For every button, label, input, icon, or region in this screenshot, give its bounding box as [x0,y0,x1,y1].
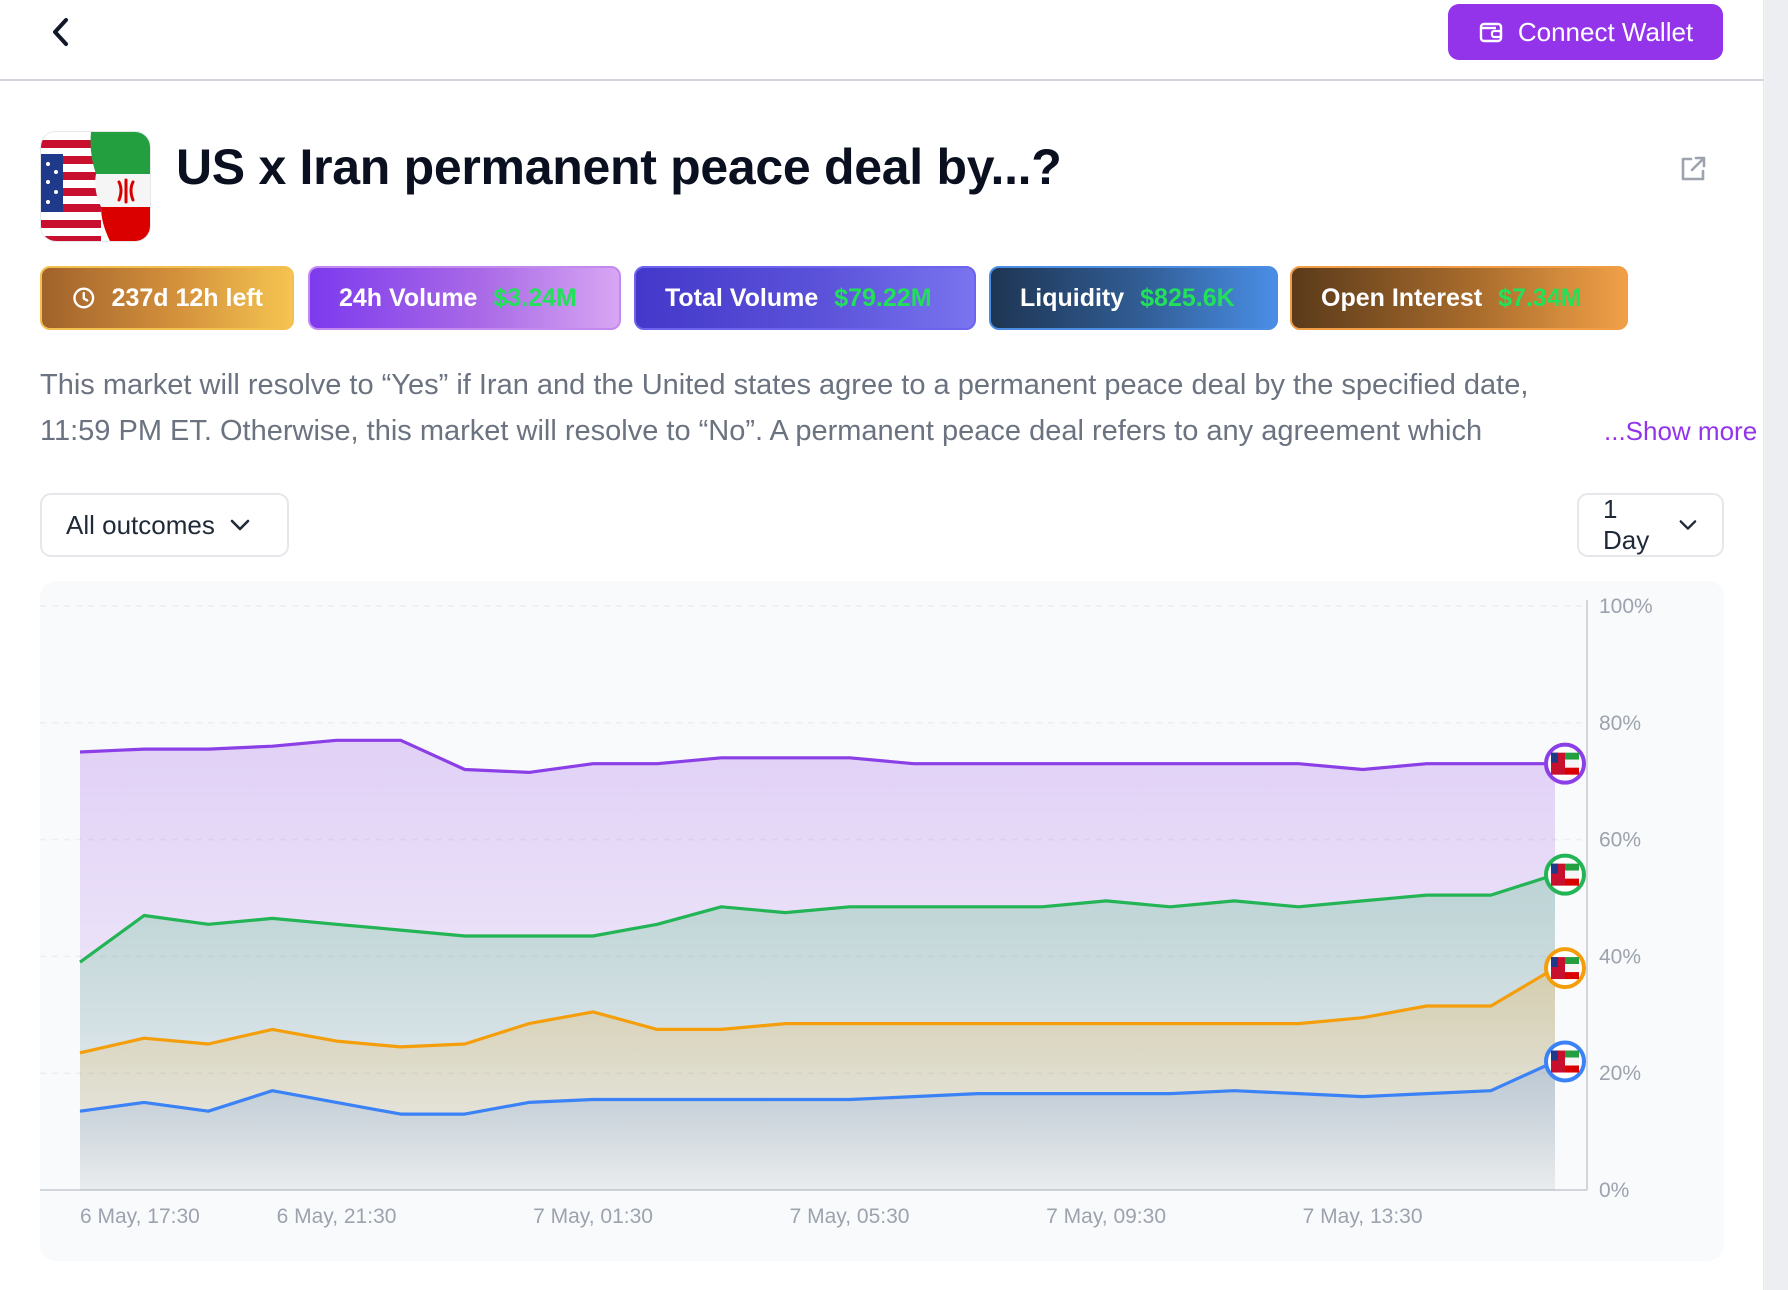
total-volume-value: $79.22M [834,283,932,312]
volume-24h-label: 24h Volume [339,283,478,312]
us-flag-canton-icon [1551,863,1558,874]
iran-flag-white-icon [1565,964,1579,973]
x-tick-label: 7 May, 09:30 [1046,1205,1166,1228]
connect-wallet-label: Connect Wallet [1517,16,1694,47]
iran-flag-icon [1565,1050,1579,1058]
volume-24h-value: $3.24M [493,283,577,312]
total-volume-badge: Total Volume $79.22M [634,266,976,330]
y-tick-label: 100% [1599,595,1653,618]
clock-icon [73,287,95,309]
series-line [79,966,1556,1055]
series-line [79,873,1556,964]
us-flag-canton-icon [1551,752,1558,763]
chevron-down-icon [1679,520,1697,530]
x-tick-label: 7 May, 05:30 [790,1205,910,1228]
time-range-label: 1 Day [1603,494,1650,555]
y-tick-label: 20% [1599,1062,1641,1085]
scrollbar-track[interactable] [1765,0,1788,1290]
total-volume-label: Total Volume [665,283,819,312]
us-flag-canton-icon [1551,957,1558,968]
market-description: This market will resolve to “Yes” if Ira… [40,362,1757,454]
open-interest-label: Open Interest [1321,283,1483,312]
volume-24h-badge: 24h Volume $3.24M [308,266,621,330]
series-line [79,1060,1556,1116]
iran-flag-icon [1565,863,1579,871]
x-tick-label: 7 May, 01:30 [533,1205,653,1228]
chevron-left-icon [53,18,68,46]
x-tick-label: 6 May, 21:30 [277,1205,397,1228]
y-tick-label: 80% [1599,712,1641,735]
us-iran-flags-image [41,132,150,241]
time-left-text: 237d 12h left [111,283,263,312]
outcomes-dropdown-label: All outcomes [66,509,215,540]
x-tick-label: 6 May, 17:30 [80,1205,200,1228]
iran-flag-white-icon [1565,759,1579,768]
chevron-down-icon [230,519,250,531]
iran-flag-red-icon [1565,1065,1579,1073]
iran-flag-red-icon [1565,878,1579,886]
iran-flag-icon [1565,957,1579,965]
external-link-icon [1681,156,1706,181]
x-tick-label: 7 May, 13:30 [1303,1205,1423,1228]
series-line [79,738,1555,774]
y-tick-label: 40% [1599,945,1641,968]
liquidity-value: $825.6K [1140,283,1235,312]
description-fade [1476,408,1566,454]
us-flag-canton-icon [1551,1050,1558,1061]
y-tick-label: 60% [1599,829,1641,852]
iran-flag-red-icon [1565,972,1579,980]
price-chart-svg: 100% 80% 60% 40% 20% 0% 6 May, 17:30 6 May, 21:… [40,595,1653,1228]
top-bar: Connect Wallet [0,0,1764,81]
description-line-1: This market will resolve to “Yes” if Ira… [40,369,1529,401]
liquidity-badge: Liquidity $825.6K [989,266,1278,330]
liquidity-label: Liquidity [1020,283,1125,312]
description-line-2-wrap: 11:59 PM ET. Otherwise, this market will… [40,408,1566,454]
iran-flag-white-icon [1565,870,1579,879]
description-line-2: 11:59 PM ET. Otherwise, this market will… [40,415,1483,447]
share-button[interactable] [1677,153,1709,185]
wallet-icon [1479,22,1503,43]
iran-flag-red-icon [1565,767,1579,775]
market-image [40,131,151,242]
market-title: US x Iran permanent peace deal by...? [176,139,1062,195]
show-more-link[interactable]: ...Show more [1604,416,1758,446]
back-button[interactable] [38,12,84,52]
iran-flag-white-icon [1565,1057,1579,1066]
y-tick-label: 0% [1599,1179,1629,1202]
open-interest-value: $7.34M [1498,283,1582,312]
outcomes-dropdown[interactable]: All outcomes [40,493,289,557]
price-chart: 100% 80% 60% 40% 20% 0% 6 May, 17:30 6 May, 21:… [40,581,1724,1261]
connect-wallet-button[interactable]: Connect Wallet [1448,4,1723,60]
iran-flag-icon [1565,752,1579,760]
time-range-dropdown[interactable]: 1 Day [1577,493,1724,557]
time-left-badge: 237d 12h left [40,266,294,330]
open-interest-badge: Open Interest $7.34M [1290,266,1628,330]
